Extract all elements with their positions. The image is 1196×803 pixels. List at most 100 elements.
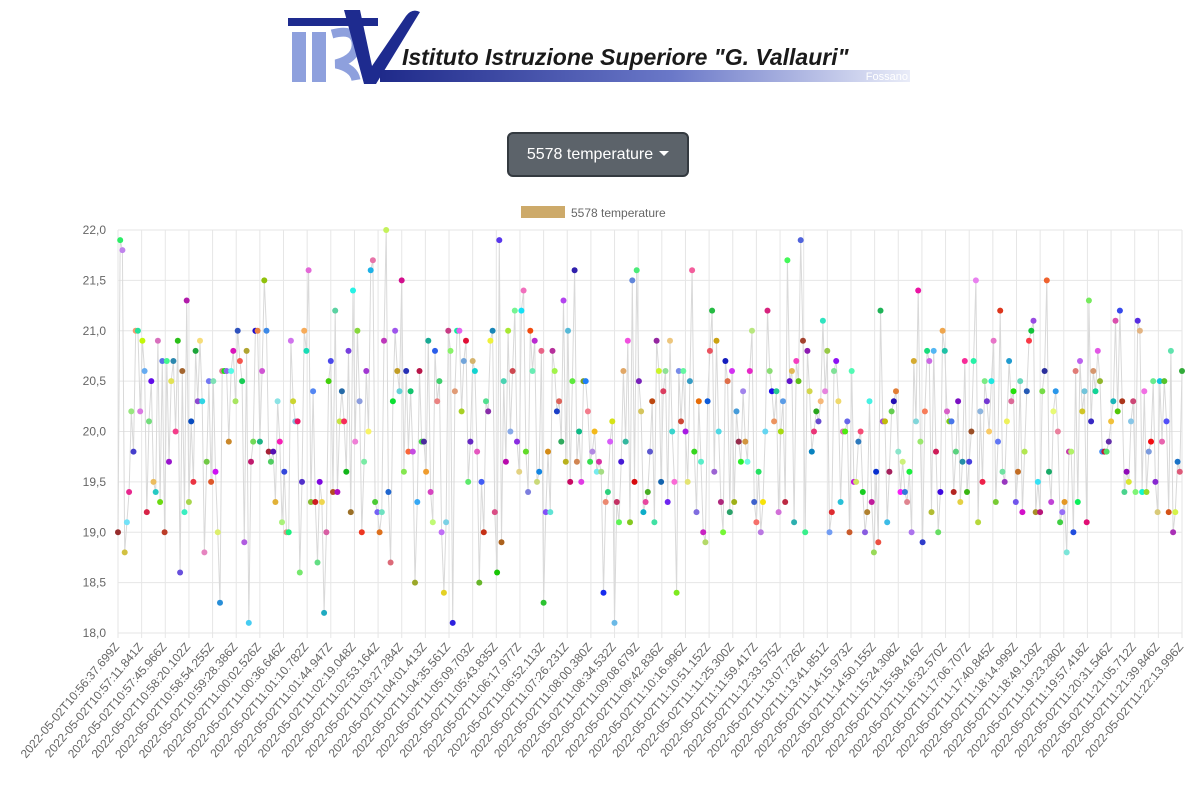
data-point [1148, 438, 1154, 445]
data-point [381, 337, 387, 344]
data-point [906, 468, 913, 475]
data-point [567, 478, 574, 485]
data-point [208, 478, 215, 485]
data-point [924, 347, 931, 354]
data-point [1041, 368, 1048, 374]
data-point [766, 368, 773, 374]
data-point [505, 327, 512, 334]
data-point [502, 458, 509, 465]
data-point [1063, 549, 1070, 556]
data-point [888, 408, 895, 415]
data-point [724, 378, 731, 385]
logo-emblem [288, 10, 420, 84]
data-point [795, 378, 802, 385]
data-point [383, 227, 390, 233]
data-point [831, 368, 837, 374]
data-point [263, 327, 270, 334]
data-point [1134, 317, 1141, 324]
data-point [591, 428, 598, 435]
data-point [700, 529, 707, 536]
data-point [1154, 509, 1161, 516]
data-point [1152, 478, 1159, 485]
y-tick-label: 19,5 [83, 475, 107, 489]
data-point [815, 418, 822, 425]
data-point [141, 368, 148, 374]
data-point [281, 468, 288, 475]
data-point [188, 418, 195, 425]
data-point [197, 337, 203, 344]
data-point [578, 478, 585, 485]
data-point [560, 297, 567, 304]
data-point [534, 478, 540, 485]
data-point [760, 499, 766, 505]
data-point [1170, 529, 1177, 536]
data-point [587, 458, 594, 465]
data-point [562, 458, 569, 465]
data-point [709, 307, 716, 314]
temperature-chart: 5578 temperature 18,0 18,5 19,0 19,5 20,0 20,… [18, 206, 1187, 761]
data-point [536, 468, 543, 475]
data-point [181, 509, 188, 516]
data-point [975, 519, 982, 526]
series-line [117, 229, 1183, 623]
data-point [407, 388, 414, 395]
data-point [757, 529, 764, 536]
data-point [290, 398, 297, 405]
data-point [352, 438, 359, 445]
data-point [941, 347, 948, 354]
data-point [886, 468, 893, 475]
data-point [139, 337, 146, 344]
data-point [1103, 448, 1110, 455]
data-point [604, 489, 611, 495]
data-point [241, 539, 248, 546]
data-point [893, 388, 899, 395]
data-point [148, 378, 155, 385]
y-tick-label: 22,0 [83, 223, 107, 237]
data-point [644, 489, 651, 495]
data-point [154, 337, 161, 344]
data-point [622, 438, 629, 445]
data-point [443, 519, 450, 526]
data-point [753, 519, 760, 526]
data-point [301, 327, 308, 334]
data-point [735, 438, 742, 445]
data-point [961, 358, 968, 364]
chart-legend: 5578 temperature [521, 206, 666, 220]
data-point [620, 368, 627, 374]
data-point [822, 388, 829, 395]
data-point [487, 337, 494, 344]
data-point [582, 378, 589, 385]
data-point [877, 307, 884, 314]
data-point [833, 358, 840, 364]
data-point [1176, 468, 1183, 475]
data-point [959, 458, 966, 465]
data-point [1128, 418, 1134, 425]
data-point [128, 408, 135, 415]
data-point [117, 237, 124, 244]
y-tick-label: 20,5 [83, 374, 107, 388]
y-tick-label: 18,5 [83, 576, 107, 590]
data-point [979, 478, 986, 485]
data-point [358, 529, 365, 536]
data-point [1057, 519, 1064, 526]
data-point [695, 398, 702, 405]
data-point [157, 499, 164, 505]
data-point [598, 468, 605, 475]
x-axis: 2022-05-02T10:56:37.699Z2022-05-02T10:57… [18, 640, 1187, 761]
sensor-dropdown-button[interactable]: 5578 temperature [507, 132, 689, 177]
data-point [385, 489, 392, 495]
data-point [1165, 509, 1172, 516]
data-point [398, 277, 405, 284]
data-point [899, 458, 906, 465]
data-point [394, 368, 401, 374]
data-point [245, 619, 252, 626]
data-point [957, 499, 964, 505]
legend-label: 5578 temperature [571, 206, 666, 220]
data-point [409, 448, 416, 455]
data-point [392, 327, 399, 334]
data-point [376, 529, 383, 536]
data-point [682, 428, 689, 435]
data-point [868, 499, 875, 505]
data-point [1143, 489, 1150, 495]
data-point [740, 388, 747, 395]
